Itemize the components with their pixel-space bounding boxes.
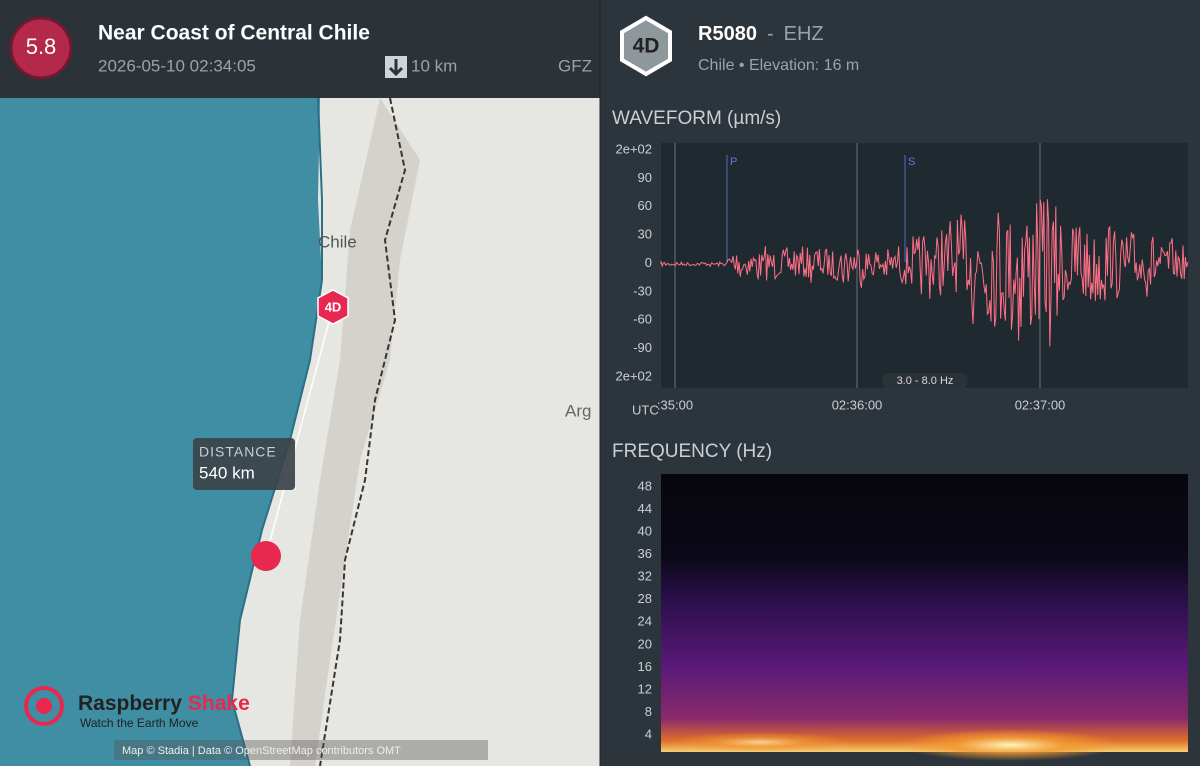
waveform-y-tick: -30 bbox=[633, 283, 652, 298]
waveform-title: WAVEFORM (µm/s) bbox=[612, 108, 781, 129]
frequency-y-tick: 12 bbox=[638, 681, 652, 696]
distance-title: DISTANCE bbox=[199, 444, 277, 460]
waveform-x-tick: :35:00 bbox=[657, 397, 693, 412]
channel: EHZ bbox=[784, 23, 824, 45]
frequency-y-tick: 24 bbox=[638, 614, 652, 629]
event-header bbox=[0, 0, 600, 98]
logo-dot bbox=[36, 698, 52, 714]
time-zone: UTC bbox=[632, 402, 659, 417]
station-location: Chile • Elevation: 16 m bbox=[698, 57, 859, 74]
frequency-y-tick: 4 bbox=[645, 726, 652, 741]
frequency-y-tick: 28 bbox=[638, 591, 652, 606]
waveform-x-tick: 02:37:00 bbox=[1015, 397, 1066, 412]
logo-accent: Shake bbox=[188, 692, 250, 715]
filter-label: 3.0 - 8.0 Hz bbox=[897, 375, 954, 387]
separator: - bbox=[767, 23, 774, 45]
frequency-y-tick: 16 bbox=[638, 659, 652, 674]
s-label: S bbox=[908, 156, 915, 168]
attribution[interactable]: Map © Stadia | Data © OpenStreetMap cont… bbox=[122, 745, 401, 757]
frequency-y-tick: 44 bbox=[638, 501, 652, 516]
frequency-y-tick: 20 bbox=[638, 636, 652, 651]
frequency-y-tick: 48 bbox=[638, 478, 652, 493]
waveform-y-tick: 2e+02 bbox=[615, 141, 652, 156]
waveform-y-tick: 60 bbox=[638, 198, 652, 213]
waveform-x-tick: 02:36:00 bbox=[832, 397, 883, 412]
epicenter bbox=[251, 541, 281, 571]
frequency-y-tick: 8 bbox=[645, 704, 652, 719]
logo-name: Raspberry bbox=[78, 692, 182, 715]
frequency-title: FREQUENCY (Hz) bbox=[612, 441, 772, 462]
waveform-y-tick: -90 bbox=[633, 340, 652, 355]
logo-tagline: Watch the Earth Move bbox=[80, 716, 199, 730]
agency: GFZ bbox=[558, 56, 592, 75]
depth: 10 km bbox=[411, 56, 457, 75]
waveform-y-tick: -60 bbox=[633, 312, 652, 327]
spectrogram-peak bbox=[900, 729, 1120, 761]
magnitude: 5.8 bbox=[26, 34, 57, 59]
event-time: 2026-05-10 02:34:05 bbox=[98, 56, 256, 75]
waveform-y-tick: 30 bbox=[638, 227, 652, 242]
logo-text: Raspberry Shake bbox=[78, 692, 250, 715]
waveform-y-tick: 90 bbox=[638, 170, 652, 185]
p-label: P bbox=[730, 156, 737, 168]
country-label: Chile bbox=[318, 232, 357, 251]
waveform-y-tick: 0 bbox=[645, 255, 652, 270]
frequency-y-tick: 36 bbox=[638, 546, 652, 561]
frequency-y-tick: 32 bbox=[638, 569, 652, 584]
station-code: R5080 bbox=[698, 23, 757, 45]
neighbor-label: Arg bbox=[565, 401, 591, 420]
frequency-y-tick: 40 bbox=[638, 524, 652, 539]
distance-value: 540 km bbox=[199, 463, 255, 482]
spectrogram-band bbox=[670, 732, 850, 752]
event-title: Near Coast of Central Chile bbox=[98, 22, 370, 45]
spectrogram bbox=[661, 474, 1188, 752]
waveform-y-tick: 2e+02 bbox=[615, 368, 652, 383]
station-heading: R5080- EHZ bbox=[698, 23, 824, 45]
station-marker-label: 4D bbox=[325, 299, 342, 314]
waveform-plot bbox=[661, 143, 1188, 388]
station-badge-label: 4D bbox=[633, 35, 660, 58]
